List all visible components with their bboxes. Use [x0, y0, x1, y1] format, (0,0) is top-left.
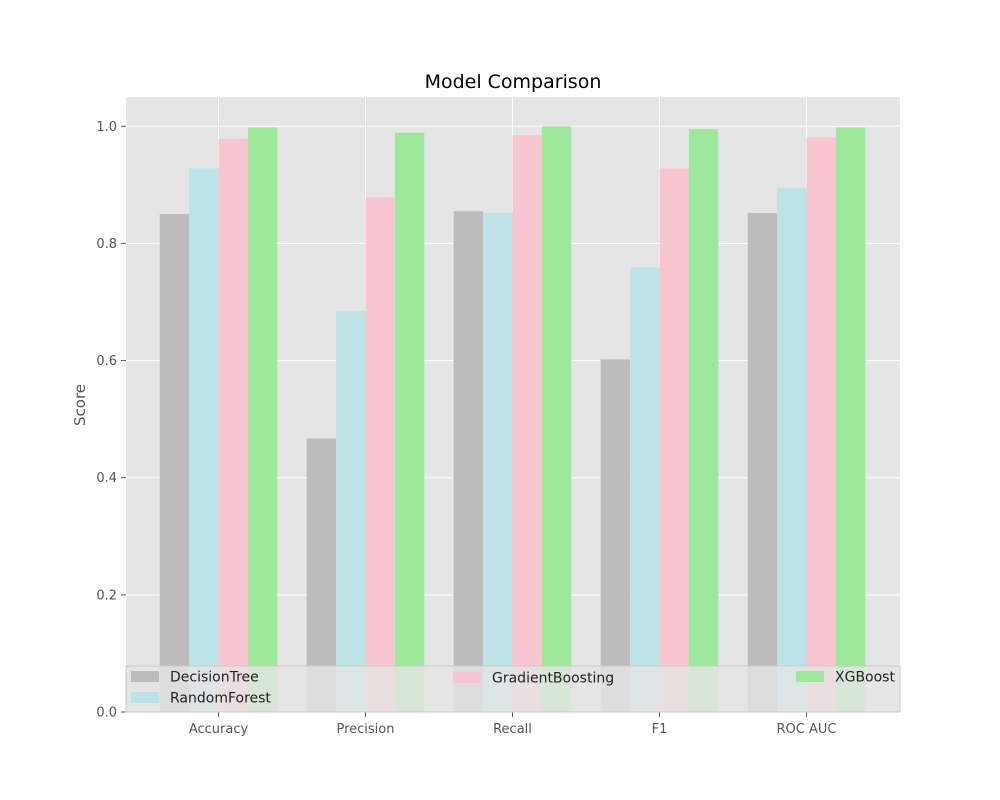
bar-randomforest-precision: [336, 310, 366, 712]
bar-randomforest-roc-auc: [777, 187, 807, 713]
x-tick-label: Accuracy: [189, 722, 249, 737]
bar-xgboost-roc-auc: [835, 127, 866, 712]
y-axis-label: Score: [71, 384, 89, 426]
bar-decisiontree-recall: [453, 211, 484, 712]
legend-box: [125, 665, 901, 713]
bar-xgboost-accuracy: [247, 127, 278, 712]
x-tick-label: Precision: [336, 722, 394, 737]
bar-gradientboosting-accuracy: [218, 138, 248, 713]
legend-label-gradientboosting: GradientBoosting: [492, 671, 614, 687]
y-tick-label: 0.6: [96, 354, 117, 369]
legend-swatch-randomforest: [131, 692, 159, 703]
bar-randomforest-recall: [483, 212, 513, 712]
x-tick-label: ROC AUC: [777, 722, 837, 737]
bars: [159, 126, 866, 713]
bar-xgboost-precision: [394, 132, 425, 712]
legend-label-decisiontree: DecisionTree: [170, 670, 259, 686]
legend-swatch-gradientboosting: [453, 672, 481, 683]
bar-xgboost-f1: [688, 129, 719, 712]
legend-label-randomforest: RandomForest: [170, 691, 271, 707]
axes: 0.0 0.2 0.4 0.6 0.8 1.0 Accuracy Precision Recal…: [96, 120, 836, 737]
legend: DecisionTree RandomForest GradientBoosting…: [125, 665, 901, 713]
bar-xgboost-recall: [541, 126, 572, 713]
y-tick-label: 0.0: [96, 706, 117, 721]
bar-randomforest-accuracy: [189, 168, 219, 712]
bar-gradientboosting-f1: [659, 168, 689, 712]
bar-decisiontree-roc-auc: [747, 212, 778, 712]
y-tick-label: 0.8: [96, 237, 117, 252]
legend-swatch-decisiontree: [131, 671, 159, 682]
bar-gradientboosting-roc-auc: [806, 137, 836, 712]
x-tick-label: Recall: [493, 722, 532, 737]
legend-label-xgboost: XGBoost: [835, 670, 895, 686]
bar-randomforest-f1: [630, 267, 660, 712]
y-tick-label: 0.4: [96, 471, 117, 486]
bar-decisiontree-f1: [600, 359, 631, 712]
bar-gradientboosting-precision: [365, 197, 395, 712]
chart-title: Model Comparison: [425, 71, 602, 93]
x-tick-label: F1: [652, 722, 668, 737]
y-tick-label: 0.2: [96, 588, 117, 603]
bar-decisiontree-accuracy: [159, 214, 190, 712]
legend-swatch-xgboost: [796, 671, 824, 682]
y-tick-label: 1.0: [96, 120, 117, 135]
bar-gradientboosting-recall: [512, 135, 542, 713]
